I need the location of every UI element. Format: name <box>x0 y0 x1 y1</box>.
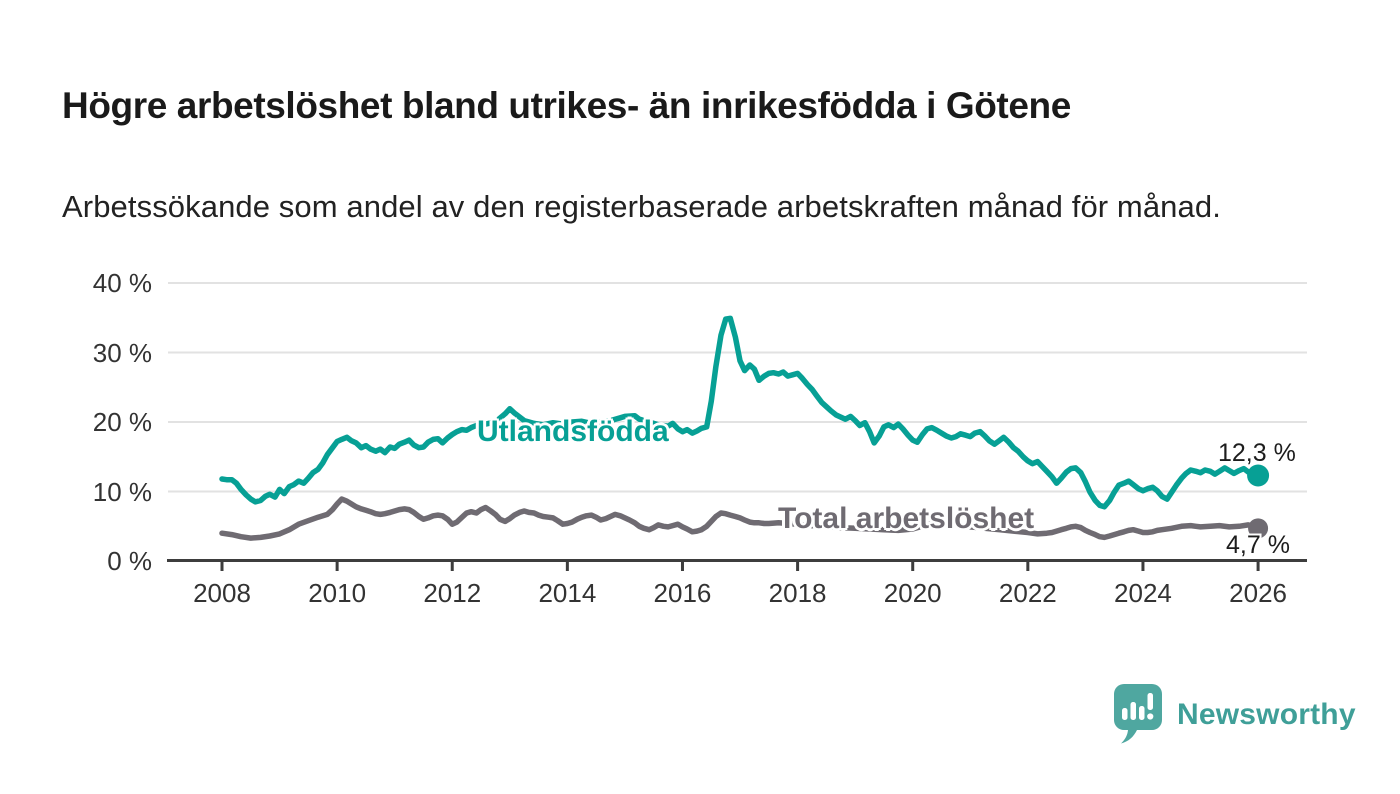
y-axis-label-20: 20 % <box>92 407 152 437</box>
y-axis-label-40: 40 % <box>92 268 152 298</box>
x-axis-label-2010: 2010 <box>308 578 367 608</box>
logo-bar-2 <box>1130 702 1136 720</box>
y-axis-label-0: 0 % <box>107 546 152 576</box>
series-end-dot-1 <box>1248 518 1269 539</box>
logo-exclamation-dot <box>1147 713 1154 720</box>
page-title: Högre arbetslöshet bland utrikes- än inr… <box>62 84 1071 126</box>
logo-exclamation-bar <box>1147 693 1153 710</box>
newsworthy-speech-bubble-icon <box>1114 684 1162 744</box>
newsworthy-wordmark: Newsworthy <box>1177 698 1356 731</box>
newsworthy-logo: Newsworthy <box>1112 683 1356 747</box>
x-axis-label-2008: 2008 <box>193 578 251 608</box>
y-axis-label-10: 10 % <box>92 476 152 507</box>
series-label-utlandsfodda: Utlandsfödda <box>477 415 669 448</box>
series-line-1 <box>219 496 1261 541</box>
series-line-0 <box>219 315 1261 510</box>
x-axis-label-2012: 2012 <box>423 578 482 608</box>
x-axis-label-2026: 2026 <box>1229 578 1287 608</box>
end-value-label-utlandsfodda: 12,3 % <box>1218 439 1296 467</box>
x-axis-label-2018: 2018 <box>768 578 827 608</box>
logo-bar-1 <box>1122 708 1128 720</box>
x-axis-label-2022: 2022 <box>998 578 1057 608</box>
series-end-dot-0 <box>1247 464 1270 487</box>
x-axis-label-2024: 2024 <box>1114 578 1172 608</box>
logo-bar-3 <box>1139 706 1145 720</box>
series-label-total-arbetsloshet: Total arbetslöshet <box>778 502 1035 535</box>
x-axis-label-2014: 2014 <box>538 578 597 608</box>
x-axis-label-2020: 2020 <box>883 578 942 608</box>
y-axis-label-30: 30 % <box>92 337 152 368</box>
end-value-label-total: 4,7 % <box>1226 531 1290 559</box>
x-axis-label-2016: 2016 <box>653 578 712 608</box>
chart-subtitle: Arbetssökande som andel av den registerb… <box>62 189 1221 224</box>
